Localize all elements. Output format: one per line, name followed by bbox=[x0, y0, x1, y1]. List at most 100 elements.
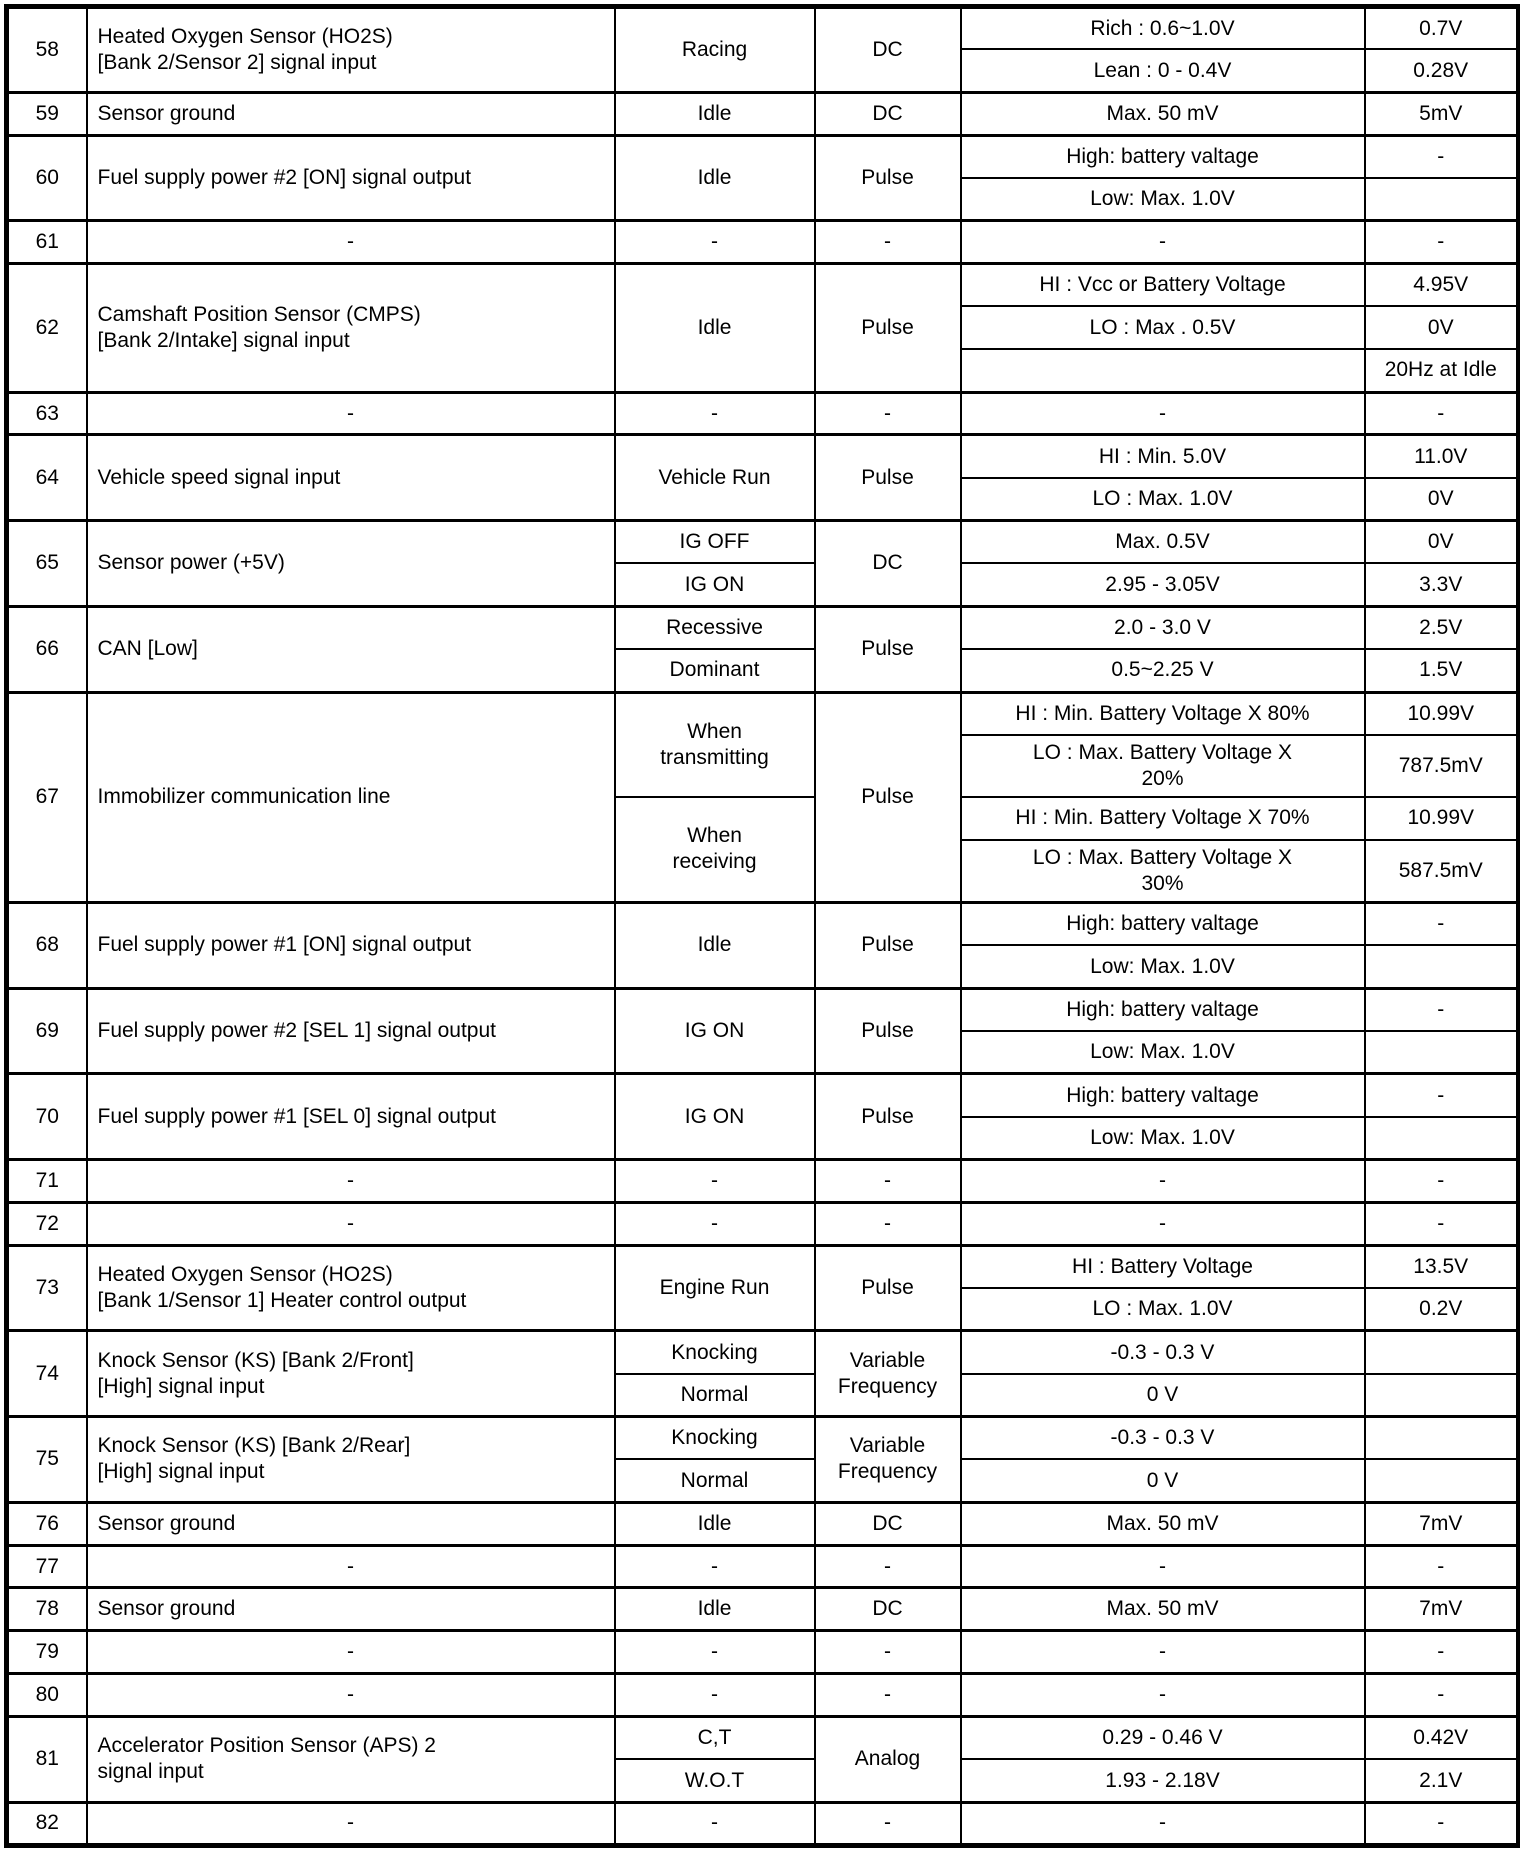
pin-number-cell: 80 bbox=[5, 1672, 88, 1718]
pin-number-cell: 65 bbox=[5, 519, 88, 608]
condition-cell: Idle bbox=[613, 90, 816, 137]
description-cell: - bbox=[85, 1543, 616, 1589]
pin-number-cell: 66 bbox=[5, 604, 88, 693]
description-cell: Vehicle speed signal input bbox=[85, 433, 616, 522]
pin-number-cell: 69 bbox=[5, 986, 88, 1075]
table-row: 69 Fuel supply power #2 [SEL 1] signal ou… bbox=[5, 986, 1520, 1075]
signal-type-cell: - bbox=[813, 390, 962, 436]
signal-type-cell: Pulse bbox=[813, 433, 962, 522]
measured-value-cell bbox=[1363, 1329, 1520, 1375]
measured-value-cell: 7mV bbox=[1363, 1586, 1520, 1632]
table-row: LO : Max . 0.5V 0V bbox=[7, 305, 1520, 351]
table-row: 65 Sensor power (+5V) IG OFF DC Max. 0.5V 0V bbox=[5, 519, 1520, 608]
measured-value-cell bbox=[1363, 1372, 1520, 1418]
condition-cell: - bbox=[613, 1158, 816, 1204]
description-cell: Immobilizer communication line bbox=[85, 690, 616, 904]
description-cell: Sensor power (+5V) bbox=[85, 519, 616, 608]
table-row: LO : Max. Battery Voltage X 20% 787.5mV bbox=[7, 733, 1520, 798]
pin-number-cell: 77 bbox=[5, 1543, 88, 1589]
signal-type-cell: DC bbox=[813, 1586, 962, 1632]
level-spec-cell: - bbox=[959, 1672, 1366, 1718]
measured-value-cell: 2.1V bbox=[1363, 1758, 1520, 1804]
condition-cell: IG OFF bbox=[613, 519, 816, 565]
table-row: Low: Max. 1.0V bbox=[7, 1115, 1520, 1161]
level-spec-cell: HI : Min. Battery Voltage X 80% bbox=[959, 690, 1366, 736]
signal-type-cell: Pulse bbox=[813, 1072, 962, 1161]
condition-cell: Dominant bbox=[613, 648, 816, 693]
signal-type-cell: Pulse bbox=[813, 133, 962, 222]
description-cell: - bbox=[85, 219, 616, 265]
condition-cell: Vehicle Run bbox=[613, 433, 816, 522]
description-cell: Heated Oxygen Sensor (HO2S) [Bank 1/Sens… bbox=[85, 1243, 616, 1332]
table-row: 75 Knock Sensor (KS) [Bank 2/Rear] [High]… bbox=[5, 1415, 1520, 1504]
measured-value-cell bbox=[1363, 1030, 1520, 1075]
table-row: 62 Camshaft Position Sensor (CMPS) [Bank … bbox=[5, 262, 1520, 394]
level-spec-cell: Max. 0.5V bbox=[959, 519, 1366, 565]
level-spec-cell: - bbox=[959, 1158, 1366, 1204]
signal-type-cell: DC bbox=[813, 5, 962, 94]
level-spec-cell: High: battery valtage bbox=[959, 986, 1366, 1033]
pin-number-cell: 60 bbox=[5, 133, 88, 222]
condition-cell: - bbox=[613, 219, 816, 265]
table-row: 71- - - - - bbox=[5, 1158, 1520, 1204]
table-row: 77- - - - - bbox=[5, 1543, 1520, 1589]
signal-type-cell: Variable Frequency bbox=[813, 1415, 962, 1504]
signal-type-cell: - bbox=[813, 1629, 962, 1675]
level-spec-cell: LO : Max. Battery Voltage X 30% bbox=[959, 838, 1366, 904]
measured-value-cell: - bbox=[1363, 1200, 1520, 1247]
measured-value-cell: 11.0V bbox=[1363, 433, 1520, 479]
level-spec-cell: 0.5~2.25 V bbox=[959, 648, 1366, 693]
table-row: 70 Fuel supply power #1 [SEL 0] signal ou… bbox=[5, 1072, 1520, 1161]
level-spec-cell: - bbox=[959, 1800, 1366, 1847]
level-spec-cell: LO : Max. 1.0V bbox=[959, 1287, 1366, 1332]
signal-type-cell: - bbox=[813, 1158, 962, 1204]
table-row: LO : Max. 1.0V 0.2V bbox=[7, 1287, 1520, 1332]
level-spec-cell: - bbox=[959, 390, 1366, 436]
condition-cell: Idle bbox=[613, 1586, 816, 1632]
table-row: 58 Heated Oxygen Sensor (HO2S) [Bank 2/Se… bbox=[5, 5, 1520, 94]
level-spec-cell: - bbox=[959, 1629, 1366, 1675]
condition-cell: Normal bbox=[613, 1372, 816, 1418]
measured-value-cell: 0.42V bbox=[1363, 1715, 1520, 1761]
level-spec-cell: HI : Vcc or Battery Voltage bbox=[959, 262, 1366, 308]
pin-number-cell: 81 bbox=[5, 1715, 88, 1804]
table-row: 60 Fuel supply power #2 [ON] signal outpu… bbox=[5, 133, 1520, 222]
table-row: Low: Max. 1.0V bbox=[7, 176, 1520, 222]
condition-cell: - bbox=[613, 390, 816, 436]
condition-cell: Recessive bbox=[613, 604, 816, 651]
level-spec-cell: Lean : 0 - 0.4V bbox=[959, 48, 1366, 94]
table-row: 81 Accelerator Position Sensor (APS) 2 si… bbox=[5, 1715, 1520, 1804]
signal-type-cell: - bbox=[813, 1200, 962, 1247]
measured-value-cell: - bbox=[1363, 133, 1520, 179]
table-row: 20Hz at Idle bbox=[7, 348, 1520, 394]
measured-value-cell: 2.5V bbox=[1363, 604, 1520, 651]
measured-value-cell: 0V bbox=[1363, 305, 1520, 351]
condition-cell: Idle bbox=[613, 900, 816, 990]
table-row: Low: Max. 1.0V bbox=[7, 1030, 1520, 1075]
pin-signal-spec-table: 58 Heated Oxygen Sensor (HO2S) [Bank 2/Se… bbox=[4, 4, 1520, 1848]
table-row: 79- - - - - bbox=[5, 1629, 1520, 1675]
measured-value-cell: 20Hz at Idle bbox=[1363, 348, 1520, 394]
description-cell: CAN [Low] bbox=[85, 604, 616, 693]
pin-number-cell: 62 bbox=[5, 262, 88, 394]
level-spec-cell bbox=[959, 348, 1366, 394]
description-cell: Camshaft Position Sensor (CMPS) [Bank 2/… bbox=[85, 262, 616, 394]
pin-number-cell: 82 bbox=[5, 1800, 88, 1847]
description-cell: - bbox=[85, 390, 616, 436]
description-cell: Accelerator Position Sensor (APS) 2 sign… bbox=[85, 1715, 616, 1804]
level-spec-cell: 2.95 - 3.05V bbox=[959, 562, 1366, 608]
measured-value-cell: 0V bbox=[1363, 476, 1520, 522]
pin-signal-spec-table-body: 58 Heated Oxygen Sensor (HO2S) [Bank 2/Se… bbox=[5, 5, 1520, 1847]
table-row: LO : Max. Battery Voltage X 30% 587.5mV bbox=[7, 838, 1520, 904]
table-row: Low: Max. 1.0V bbox=[7, 944, 1520, 990]
description-cell: - bbox=[85, 1200, 616, 1247]
condition-cell: - bbox=[613, 1629, 816, 1675]
signal-type-cell: - bbox=[813, 219, 962, 265]
measured-value-cell: - bbox=[1363, 900, 1520, 947]
pin-number-cell: 68 bbox=[5, 900, 88, 990]
level-spec-cell: -0.3 - 0.3 V bbox=[959, 1329, 1366, 1375]
table-row: 59 Sensor ground Idle DC Max. 50 mV 5mV bbox=[5, 90, 1520, 137]
description-cell: - bbox=[85, 1672, 616, 1718]
description-cell: Sensor ground bbox=[85, 1586, 616, 1632]
